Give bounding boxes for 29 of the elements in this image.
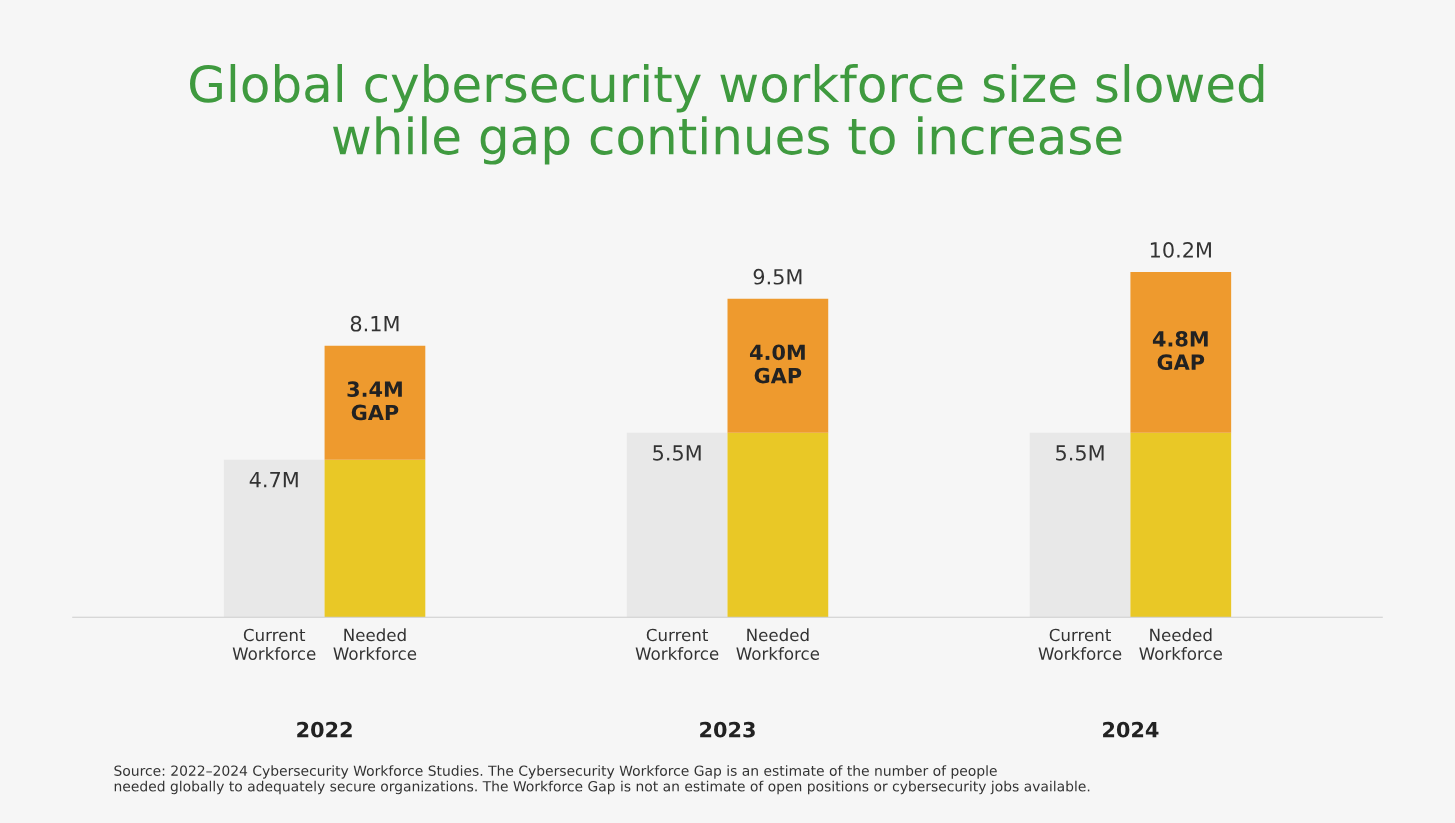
bar [324,345,426,460]
data-label: 5.5M [1056,445,1104,461]
total-label: 10.2M [1150,242,1211,258]
x-tick-label: Current Workforce [635,628,719,660]
data-label: 4.8M GAP [1152,330,1208,371]
x-tick-label: Current Workforce [232,628,316,660]
data-label: 5.5M [653,445,701,461]
text: 2022 [297,721,352,738]
x-tick-label: Needed Workforce [1139,628,1222,660]
x-tick-label: Needed Workforce [736,628,820,660]
x-tick-label: Current Workforce [1038,628,1122,660]
bar [223,459,325,618]
bar [324,459,426,618]
x-tick-label: Needed Workforce [333,628,417,660]
text: 2023 [700,721,755,738]
data-label: 3.4M GAP [347,381,402,421]
bar [727,432,829,618]
bar [1130,432,1232,618]
total-label: 9.5M [753,268,802,285]
bar [626,432,728,618]
data-label: 4.7M [249,472,298,488]
bar [1130,271,1232,433]
bar [727,298,829,433]
data-label: 4.0M GAP [749,344,805,384]
source-note: Source: 2022–2024 Cybersecurity Workforce Studies. The Cybersecurity Workforce Gap is an estimate of the number of people needed globally to adequately secure organizations. The Workforce Gap is not an estimate of open positions or cybersecurity jobs available. [114,765,1090,795]
text: 2024 [1103,721,1159,738]
bar [1029,432,1131,618]
chart-title: Global cybersecurity workforce size slowed while gap continues to increase [190,64,1264,165]
total-label: 8.1M [350,315,399,332]
